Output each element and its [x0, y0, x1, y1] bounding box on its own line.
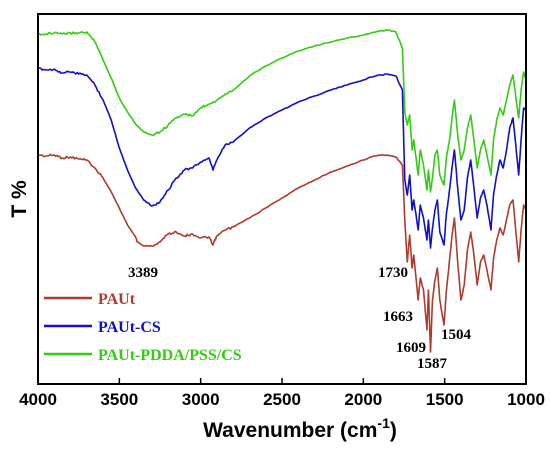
peak-label-1663: 1663 — [383, 309, 413, 325]
x-axis-ticks — [37, 378, 527, 384]
x-axis-label-superscript: -1 — [377, 415, 390, 431]
y-axis-label: T % — [8, 180, 31, 218]
x-axis-label: Wavenumber (cm-1) — [203, 415, 397, 442]
x-tick-label-3000: 3000 — [182, 390, 220, 409]
peak-label-1587: 1587 — [417, 356, 448, 372]
x-tick-label-3500: 3500 — [100, 390, 138, 409]
series-line-paut-cs — [38, 67, 527, 249]
x-tick-label-2500: 2500 — [263, 390, 301, 409]
peak-label-3389: 3389 — [128, 265, 158, 281]
series-line-paut-pdda-pss-cs — [37, 29, 527, 193]
x-axis-tick-labels: 4000 3500 3000 2500 2000 1500 1000 — [19, 390, 545, 409]
x-tick-label-2000: 2000 — [344, 390, 382, 409]
legend-label-paut: PAUt — [98, 291, 136, 308]
x-tick-label-1000: 1000 — [507, 390, 545, 409]
legend-label-paut-cs: PAUt-CS — [98, 319, 161, 336]
peak-label-1504: 1504 — [441, 327, 472, 343]
peak-annotations: 3389 1730 1663 1609 1504 1587 — [128, 265, 472, 372]
peak-label-1609: 1609 — [396, 340, 426, 356]
peak-label-1730: 1730 — [378, 265, 408, 281]
series-layer — [37, 29, 527, 353]
legend-label-paut-pdda-pss-cs: PAUt-PDDA/PSS/CS — [98, 347, 242, 364]
x-axis-label-suffix: ) — [390, 419, 397, 442]
legend: PAUt PAUt-CS PAUt-PDDA/PSS/CS — [44, 291, 242, 364]
series-line-paut — [37, 153, 527, 353]
x-tick-label-4000: 4000 — [19, 390, 57, 409]
x-tick-label-1500: 1500 — [426, 390, 464, 409]
x-axis-label-main: Wavenumber (cm — [203, 419, 377, 442]
